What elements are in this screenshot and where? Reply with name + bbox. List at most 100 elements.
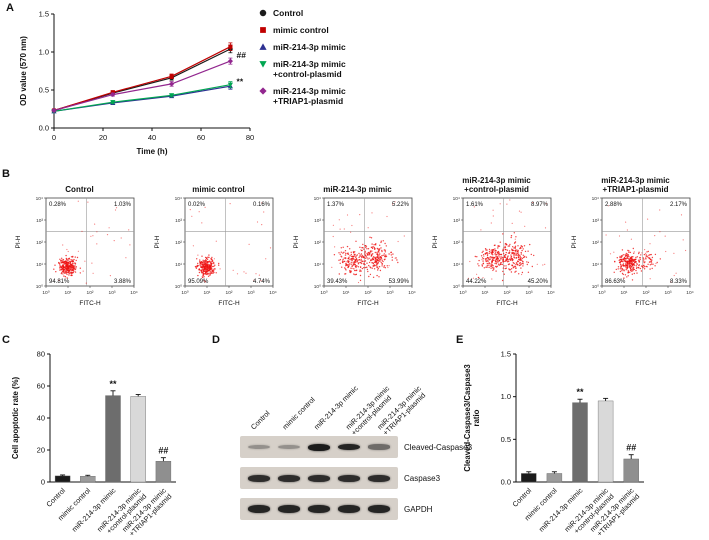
svg-text:10³: 10³ [387, 290, 394, 296]
svg-text:1.0: 1.0 [39, 48, 49, 57]
svg-text:10¹: 10¹ [482, 290, 489, 296]
svg-text:Control: Control [510, 486, 533, 509]
svg-text:##: ## [237, 50, 247, 60]
svg-text:2.17%: 2.17% [670, 202, 688, 208]
svg-text:10¹: 10¹ [592, 262, 599, 268]
svg-text:##: ## [626, 443, 636, 453]
svg-text:10²: 10² [643, 290, 650, 296]
svg-text:10³: 10³ [248, 290, 255, 296]
scatter-dots [189, 202, 272, 283]
legend-entry: miR-214-3p mimic +TRIAP1-plasmid [258, 86, 346, 106]
blot-row: Cleaved-Caspase3 [240, 436, 474, 458]
svg-text:10¹: 10¹ [65, 290, 72, 296]
svg-text:10³: 10³ [453, 218, 460, 224]
flow-plot-title: miR-214-3p mimic +TRIAP1-plasmid [601, 175, 670, 194]
blot-band [368, 505, 390, 513]
blot-band [338, 474, 360, 482]
svg-text:PI-H: PI-H [15, 235, 22, 248]
svg-text:5.22%: 5.22% [392, 202, 410, 208]
svg-text:2.88%: 2.88% [605, 202, 623, 208]
legend-marker-diamond [259, 87, 267, 95]
svg-text:10²: 10² [453, 240, 460, 246]
svg-text:FITC-H: FITC-H [357, 300, 379, 307]
legend-marker-square [260, 27, 266, 33]
svg-text:10⁴: 10⁴ [269, 290, 276, 296]
svg-text:FITC-H: FITC-H [79, 300, 101, 307]
blot-band [338, 505, 360, 513]
flow-plot: mimic control 0.02% 0.16% 95.09% 4.74% 10⁰ 10⁰… [149, 172, 288, 316]
svg-text:##: ## [158, 446, 168, 456]
panel-a-label: A [6, 2, 14, 14]
svg-text:10³: 10³ [175, 218, 182, 224]
legend-label: Control [273, 8, 304, 18]
svg-text:10⁰: 10⁰ [314, 284, 321, 290]
blot-strip [240, 436, 398, 458]
svg-text:0.16%: 0.16% [253, 202, 271, 208]
scatter-dots [467, 199, 547, 282]
legend-entry: miR-214-3p mimic [258, 42, 346, 52]
svg-text:53.99%: 53.99% [389, 279, 410, 285]
blot-band [308, 474, 330, 482]
blot-band [338, 443, 360, 451]
svg-text:PI-H: PI-H [154, 235, 161, 248]
flow-plot: miR-214-3p mimic +TRIAP1-plasmid 2.88% 2.17… [566, 172, 705, 316]
scatter-dots [53, 200, 131, 284]
svg-text:FITC-H: FITC-H [635, 300, 657, 307]
svg-text:10³: 10³ [109, 290, 116, 296]
svg-text:40: 40 [148, 133, 156, 142]
panel-e-label: E [456, 334, 464, 346]
svg-text:10¹: 10¹ [314, 262, 321, 268]
svg-text:Time (h): Time (h) [137, 147, 168, 156]
svg-text:10⁴: 10⁴ [592, 196, 599, 202]
svg-text:10⁴: 10⁴ [686, 290, 693, 296]
svg-text:10³: 10³ [592, 218, 599, 224]
flow-plot-title: miR-214-3p mimic +control-plasmid [462, 175, 531, 194]
scatter-dots [331, 201, 405, 284]
flow-plot: Control 0.28% 1.03% 94.81% 3.88% 10⁰ 10⁰ 10¹ 10¹… [10, 172, 149, 316]
legend-entry: mimic control [258, 25, 346, 35]
blot-row-label: Cleaved-Caspase3 [404, 442, 473, 452]
blot-row: GAPDH [240, 498, 474, 520]
svg-text:10²: 10² [175, 240, 182, 246]
legend-label: mimic control [273, 25, 329, 36]
legend-marker-triangle-down [259, 61, 267, 68]
svg-text:10⁰: 10⁰ [320, 290, 327, 296]
svg-text:10¹: 10¹ [453, 262, 460, 268]
svg-text:10⁴: 10⁴ [175, 196, 182, 202]
svg-text:PI-H: PI-H [293, 235, 300, 248]
panel-b-label: B [2, 168, 10, 180]
legend-label: miR-214-3p mimic +TRIAP1-plasmid [273, 86, 346, 107]
svg-text:3.88%: 3.88% [114, 279, 132, 285]
svg-text:0.0: 0.0 [501, 478, 511, 487]
flow-plot-title: miR-214-3p mimic [323, 184, 392, 194]
svg-text:10⁴: 10⁴ [453, 196, 460, 202]
flow-plot-title: mimic control [192, 184, 245, 194]
svg-text:10⁴: 10⁴ [408, 290, 415, 296]
blot-strip [240, 467, 398, 489]
blot-strip [240, 498, 398, 520]
legend-marker-circle [259, 9, 267, 17]
svg-text:Cell apoptotic rate (%): Cell apoptotic rate (%) [11, 376, 20, 459]
svg-text:**: ** [237, 77, 244, 87]
svg-text:**: ** [109, 379, 117, 389]
svg-text:8.97%: 8.97% [531, 202, 549, 208]
svg-text:0.5: 0.5 [39, 86, 49, 95]
svg-text:60: 60 [197, 133, 205, 142]
blot-row-label: GAPDH [404, 504, 433, 514]
svg-text:10⁰: 10⁰ [453, 284, 460, 290]
svg-text:10⁴: 10⁴ [36, 196, 43, 202]
svg-text:1.61%: 1.61% [466, 202, 484, 208]
svg-text:1.0: 1.0 [501, 392, 511, 401]
svg-text:10⁴: 10⁴ [314, 196, 321, 202]
svg-text:80: 80 [246, 133, 254, 142]
svg-text:PI-H: PI-H [571, 235, 578, 248]
svg-text:86.63%: 86.63% [605, 279, 626, 285]
svg-text:FITC-H: FITC-H [496, 300, 518, 307]
